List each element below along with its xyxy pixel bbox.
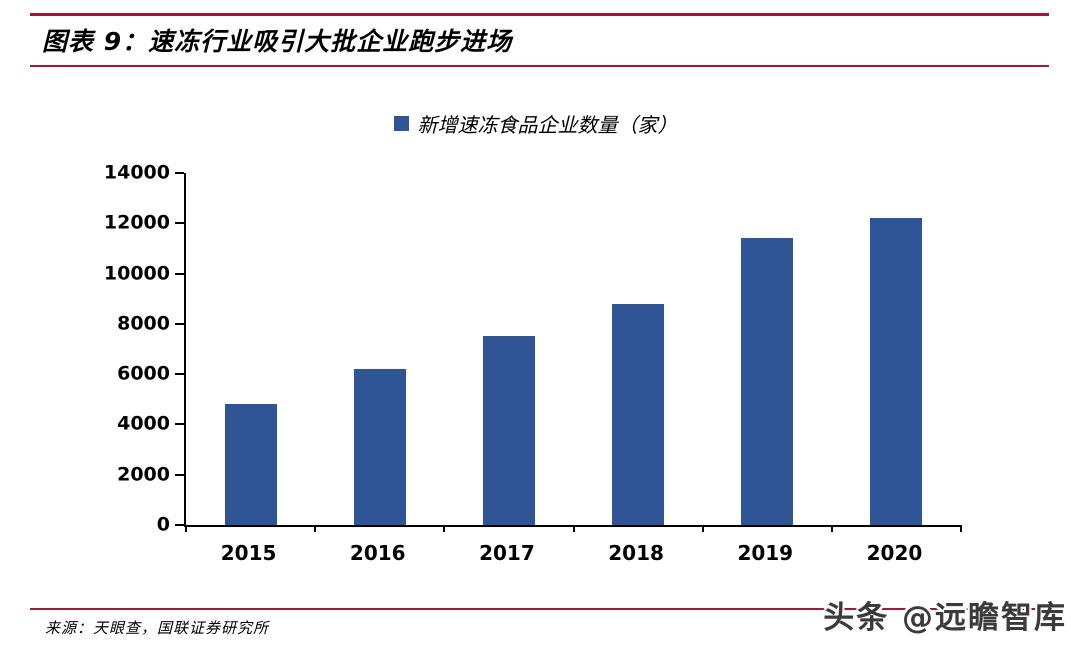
- bar-slot-2017: [444, 173, 573, 525]
- legend-label: 新增速冻食品企业数量（家）: [417, 112, 678, 137]
- x-axis-labels: 2015 2016 2017 2018 2019 2020: [184, 541, 959, 565]
- y-tick-mark: [175, 373, 184, 376]
- y-tick-label: 2000: [117, 463, 170, 486]
- y-tick-mark: [175, 222, 184, 225]
- y-tick-label: 10000: [103, 262, 170, 285]
- x-tick-label-2019: 2019: [737, 541, 794, 565]
- bar-2016: [353, 369, 406, 525]
- y-tick-mark: [175, 322, 184, 325]
- bar-slot-2019: [703, 173, 832, 525]
- x-tick-mark: [443, 525, 446, 532]
- y-tick-mark: [175, 524, 184, 526]
- x-tick-label-2020: 2020: [866, 541, 923, 565]
- y-axis-labels: 0 2000 4000 6000 8000 10000 12000 14000: [0, 163, 170, 534]
- bar-slot-2015: [186, 173, 315, 525]
- x-tick-mark: [830, 525, 833, 532]
- y-tick-mark: [175, 473, 184, 476]
- bar-slot-2020: [832, 173, 961, 525]
- figure-title: 图表 9：速冻行业吸引大批企业跑步进场: [42, 27, 513, 56]
- x-tick-mark: [572, 525, 575, 532]
- x-tick-label-2018: 2018: [608, 541, 664, 565]
- bars-row: [186, 173, 961, 525]
- bar-2018: [612, 303, 665, 525]
- y-tick-label: 6000: [117, 362, 170, 385]
- y-tick-label: 0: [156, 513, 170, 536]
- bar-2017: [482, 336, 535, 525]
- x-tick-label-2016: 2016: [349, 541, 406, 565]
- y-tick-label: 14000: [103, 161, 170, 184]
- y-tick-mark: [175, 423, 184, 426]
- x-tick-mark: [701, 525, 704, 532]
- bottom-divider-line: [30, 608, 1049, 610]
- x-tick-mark: [314, 525, 317, 532]
- x-tick-label-2015: 2015: [220, 541, 277, 565]
- top-divider-line: [30, 13, 1049, 16]
- bar-2019: [741, 238, 794, 525]
- y-tick-label: 12000: [103, 211, 170, 234]
- watermark: 头条 @远瞻智库: [823, 600, 1067, 636]
- legend-swatch-icon: [393, 115, 409, 131]
- y-tick-label: 8000: [117, 312, 170, 335]
- bar-slot-2016: [315, 173, 444, 525]
- title-underline: [30, 65, 1049, 67]
- plot-area: [175, 172, 962, 532]
- y-tick-mark: [175, 272, 184, 275]
- bar-2020: [870, 218, 923, 525]
- y-tick-mark: [175, 172, 184, 174]
- bar-slot-2018: [574, 173, 703, 525]
- x-tick-label-2017: 2017: [479, 541, 535, 565]
- x-tick-mark: [185, 525, 187, 532]
- chart-legend: 新增速冻食品企业数量（家）: [0, 108, 1071, 138]
- bar-2015: [224, 404, 277, 525]
- y-tick-label: 4000: [117, 412, 170, 435]
- source-note: 来源：天眼查，国联证券研究所: [45, 619, 270, 637]
- x-tick-mark: [960, 525, 962, 532]
